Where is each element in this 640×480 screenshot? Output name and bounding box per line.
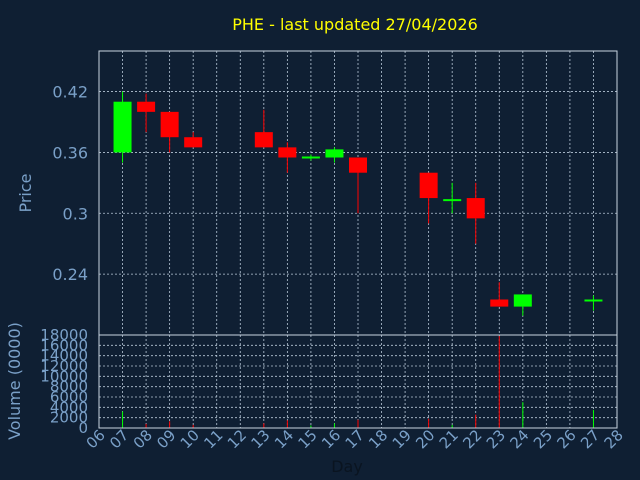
x-tick-label: 27 [577,426,603,452]
volume-bars [122,336,594,428]
volume-tick-label: 16000 [40,336,88,354]
candle-body [137,101,156,112]
x-tick-label: 22 [459,426,485,452]
candle-body [466,198,485,219]
volume-tick-label: 2000 [50,409,88,427]
x-tick-label: 20 [412,426,438,452]
x-tick-label: 09 [153,426,179,452]
price-tick-label: 0.42 [52,83,88,102]
x-tick-label: 15 [295,426,321,452]
candles [113,91,603,316]
candle-body [160,111,179,138]
x-tick-label: 08 [130,426,156,452]
volume-axis-label: Volume (0000) [5,322,24,440]
x-tick-label: 28 [601,426,627,452]
volume-panel-frame [98,334,618,429]
price-tick-label: 0.3 [63,204,88,223]
x-tick-label: 13 [247,426,273,452]
x-tick-label: 17 [342,426,368,452]
x-axis-ticks: 0607080910111213141516171819202122232425… [83,426,627,452]
volume-tick-label: 10000 [40,367,88,385]
candle-body [113,101,132,153]
x-tick-label: 26 [554,426,580,452]
volume-tick-label: 4000 [50,398,88,416]
candle-body [184,137,203,148]
x-tick-label: 21 [436,426,462,452]
x-tick-label: 23 [483,426,509,452]
volume-tick-label: 0 [78,419,88,437]
x-tick-label: 24 [506,426,532,452]
volume-tick-label: 14000 [40,347,88,365]
price-tick-label: 0.24 [52,265,88,284]
candle-body [254,132,273,148]
volume-tick-label: 6000 [50,388,88,406]
x-axis-label: Day [331,457,363,476]
volume-tick-label: 12000 [40,357,88,375]
candle-body [490,299,509,307]
price-axis-label: Price [16,173,35,212]
x-tick-label: 12 [224,426,250,452]
x-tick-label: 19 [389,426,415,452]
chart-title: PHE - last updated 27/04/2026 [232,15,478,34]
candle-body [419,172,438,199]
candle-body [513,294,532,307]
x-tick-label: 14 [271,426,297,452]
x-tick-label: 10 [177,426,203,452]
volume-tick-label: 8000 [50,378,88,396]
volume-tick-label: 18000 [40,326,88,344]
price-axis-ticks: 0.42 0.36 0.3 0.24 [52,83,88,285]
volume-gridlines [99,334,617,429]
x-tick-label: 18 [365,426,391,452]
x-tick-label: 16 [318,426,344,452]
x-tick-label: 25 [530,426,556,452]
volume-axis-ticks: 1800016000140001200010000800060004000200… [40,326,88,437]
price-tick-label: 0.36 [52,143,88,162]
candle-body [278,147,297,158]
x-tick-label: 07 [106,426,132,452]
candle-body [349,157,367,173]
x-tick-label: 11 [200,426,226,452]
candle-body [325,149,344,158]
